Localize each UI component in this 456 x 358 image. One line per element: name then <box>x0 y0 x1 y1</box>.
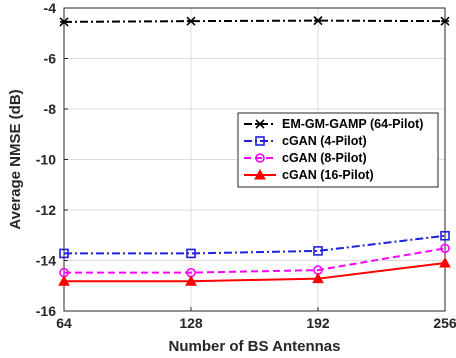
series-line <box>64 247 446 274</box>
data-point <box>440 16 450 26</box>
legend-marker <box>254 168 266 180</box>
legend-marker <box>255 136 265 146</box>
data-series <box>58 16 451 286</box>
data-point <box>313 16 323 26</box>
data-point <box>440 243 450 254</box>
legend-label: cGAN (4-Pilot) <box>282 134 367 148</box>
y-tick-label: -6 <box>44 51 57 67</box>
y-tick-label: -10 <box>36 152 56 168</box>
data-point <box>312 272 324 284</box>
legend: EM-GM-GAMP (64-Pilot) cGAN (4-Pilot) cGAN … <box>237 112 439 188</box>
series-line <box>64 262 446 283</box>
data-point <box>58 275 70 286</box>
data-point <box>185 275 197 286</box>
y-tick-label: -14 <box>36 253 56 269</box>
legend-marker <box>255 153 265 163</box>
x-tick-label: 128 <box>179 315 203 331</box>
y-tick-label: -12 <box>36 202 56 218</box>
data-point <box>59 248 69 259</box>
legend-label: cGAN (8-Pilot) <box>282 151 367 165</box>
x-tick-label: 256 <box>433 315 456 331</box>
legend-item: cGAN (16-Pilot) <box>244 168 374 182</box>
legend-item: cGAN (4-Pilot) <box>244 134 367 148</box>
legend-item: EM-GM-GAMP (64-Pilot) <box>244 117 423 131</box>
series-0 <box>59 16 450 27</box>
series-1 <box>59 230 450 259</box>
x-tick-label: 192 <box>306 315 330 331</box>
axis-ticks: 64 128 192 256 -16 -14 -12 -10 -8 -6 -4 <box>36 0 456 331</box>
legend-marker <box>255 119 265 129</box>
data-point <box>439 256 451 268</box>
data-point <box>186 248 196 259</box>
y-tick-label: -16 <box>36 303 56 319</box>
x-tick-label: 64 <box>56 315 72 331</box>
y-axis-title: Average NMSE (dB) <box>7 89 24 229</box>
y-tick-label: -4 <box>44 0 57 16</box>
legend-item: cGAN (8-Pilot) <box>244 151 367 165</box>
data-point <box>313 246 323 256</box>
data-point <box>59 17 69 27</box>
data-point <box>186 16 196 26</box>
x-axis-title: Number of BS Antennas <box>169 338 341 355</box>
series-line <box>64 234 446 255</box>
y-tick-label: -8 <box>44 101 57 117</box>
legend-label: cGAN (16-Pilot) <box>282 168 374 182</box>
series-line <box>63 19 446 23</box>
data-point <box>440 230 450 241</box>
legend-label: EM-GM-GAMP (64-Pilot) <box>282 117 423 131</box>
series-3 <box>58 256 451 286</box>
